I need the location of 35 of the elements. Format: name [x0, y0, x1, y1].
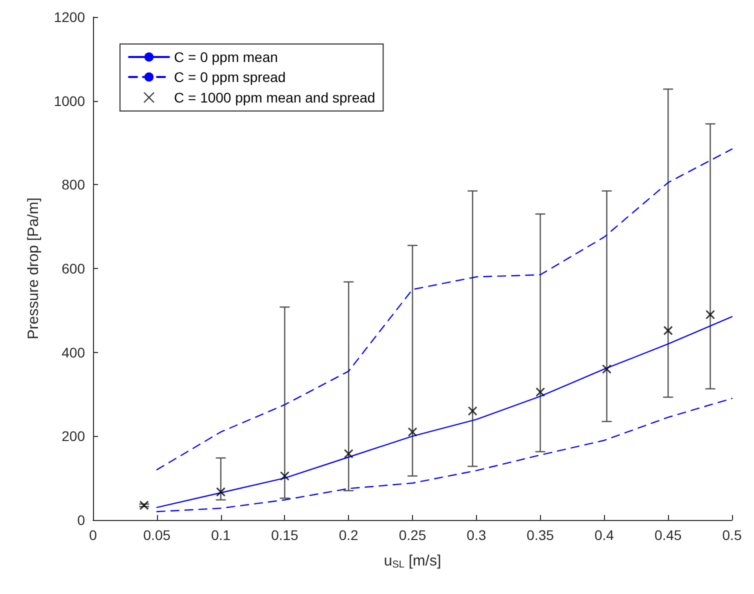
point — [344, 449, 354, 459]
line-series — [156, 148, 733, 470]
x-tick-label: 0.4 — [594, 527, 614, 543]
x-tick-label: 0.1 — [211, 527, 231, 543]
point — [602, 364, 612, 374]
point — [706, 310, 716, 320]
y-tick-label: 1200 — [54, 9, 86, 25]
legend-label: C = 0 ppm mean — [174, 49, 278, 65]
x-tick-label: 0.25 — [398, 527, 426, 543]
point — [280, 471, 290, 481]
y-axis-title: Pressure drop [Pa/m] — [25, 198, 42, 340]
legend-label: C = 0 ppm spread — [174, 69, 286, 85]
y-tick-label: 1000 — [54, 92, 86, 109]
x-tick-label: 0.3 — [466, 527, 486, 543]
point — [139, 500, 149, 510]
line-series — [156, 398, 733, 512]
x-tick-label: 0.45 — [654, 527, 682, 543]
y-tick-label: 200 — [62, 428, 86, 444]
point — [468, 406, 478, 416]
y-tick-label: 800 — [62, 176, 86, 193]
y-tick-label: 600 — [62, 260, 86, 276]
point — [408, 427, 418, 437]
x-tick-label: 0 — [89, 527, 98, 543]
x-tick-label: 0.5 — [722, 527, 742, 543]
x-tick-label: 0.15 — [271, 527, 299, 543]
point — [663, 326, 673, 336]
legend-label: C = 1000 ppm mean and spread — [174, 90, 376, 106]
point — [536, 387, 546, 397]
y-tick-label: 400 — [62, 344, 86, 360]
x-tick-label: 0.35 — [526, 527, 554, 543]
line-series — [156, 316, 733, 508]
point — [216, 487, 226, 497]
x-tick-label: 0.2 — [338, 527, 359, 543]
x-tick-label: 0.05 — [143, 527, 171, 543]
y-tick-label: 0 — [77, 512, 86, 528]
